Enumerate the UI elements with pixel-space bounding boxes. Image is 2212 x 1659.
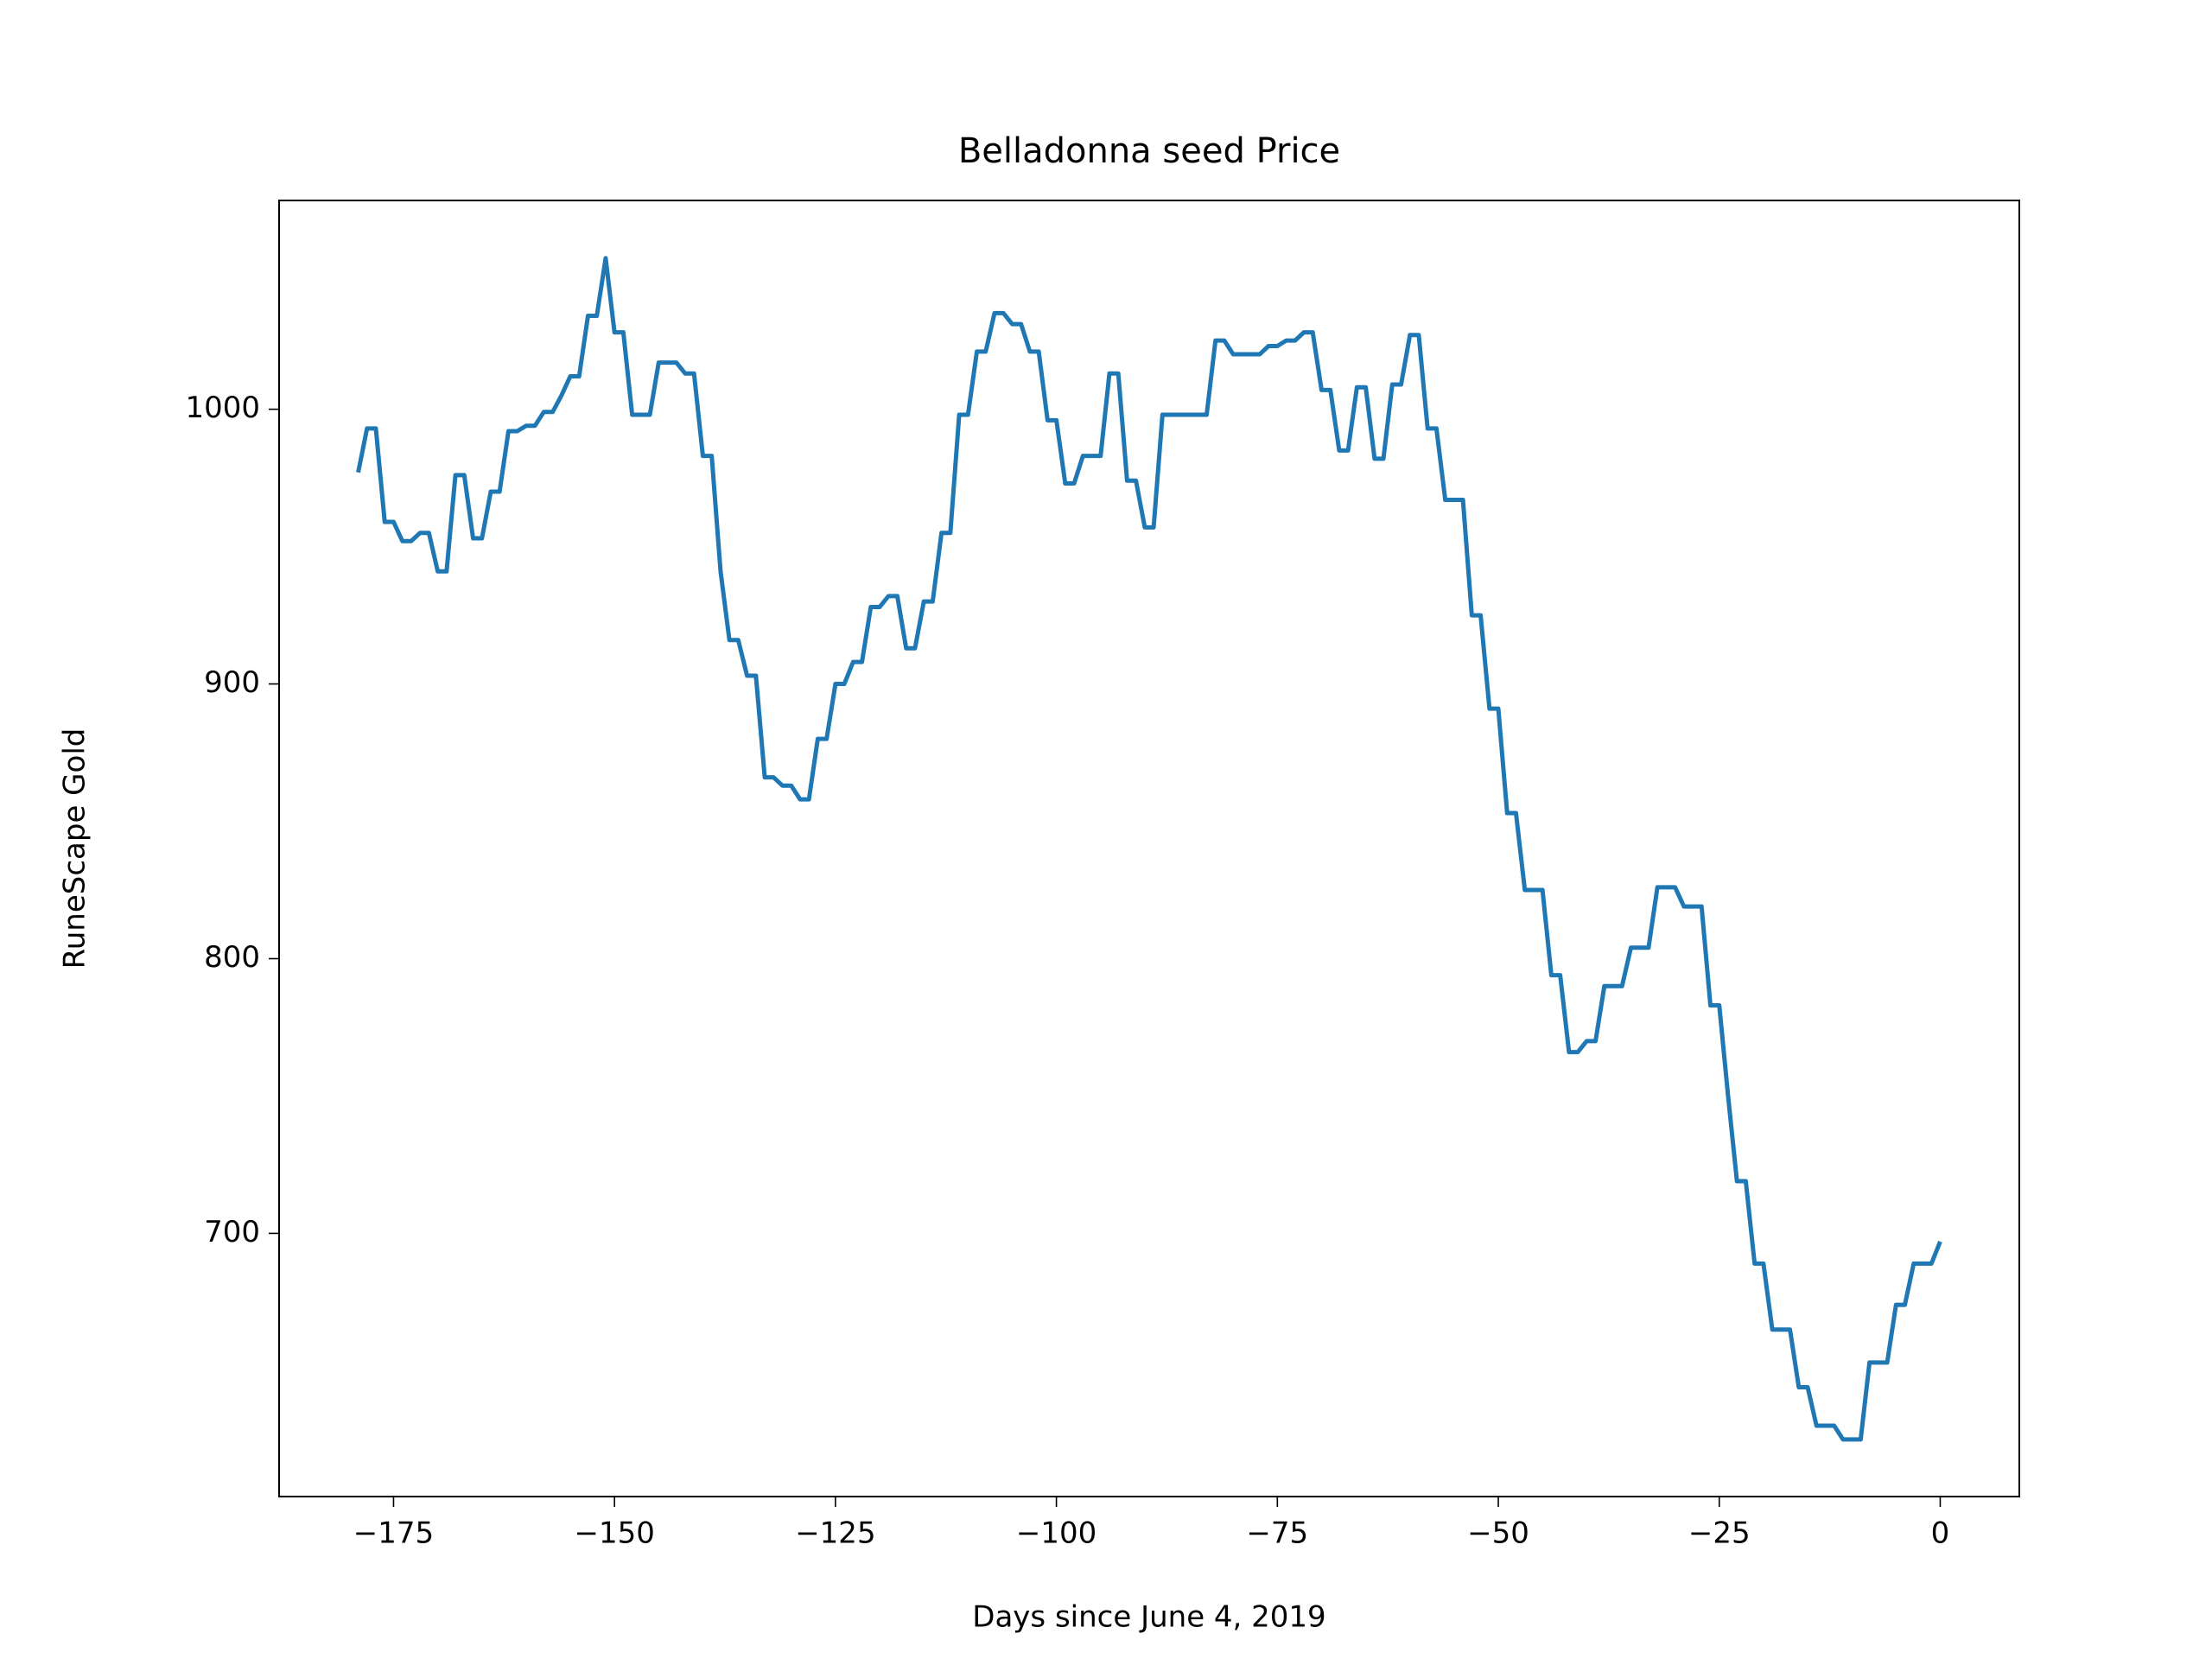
x-tick-label: −75 [1246,1516,1308,1551]
y-tick-label: 800 [204,940,260,975]
y-tick-label: 900 [204,665,260,700]
plot-frame [278,200,2020,1497]
x-axis-label: Days since June 4, 2019 [972,1600,1325,1635]
x-tick-label: −175 [353,1516,434,1551]
x-tick-label: −25 [1688,1516,1751,1551]
y-tick-label: 700 [204,1215,260,1249]
price-line [356,256,1942,1442]
x-tick-label: −150 [574,1516,654,1551]
x-tick-label: 0 [1931,1516,1950,1551]
x-tick-label: −125 [795,1516,875,1551]
y-axis-label: RuneScape Gold [58,728,92,969]
chart-title: Belladonna seed Price [958,131,1340,171]
y-tick-label: 1000 [185,391,260,425]
x-tick-label: −100 [1016,1516,1096,1551]
x-tick-label: −50 [1467,1516,1529,1551]
